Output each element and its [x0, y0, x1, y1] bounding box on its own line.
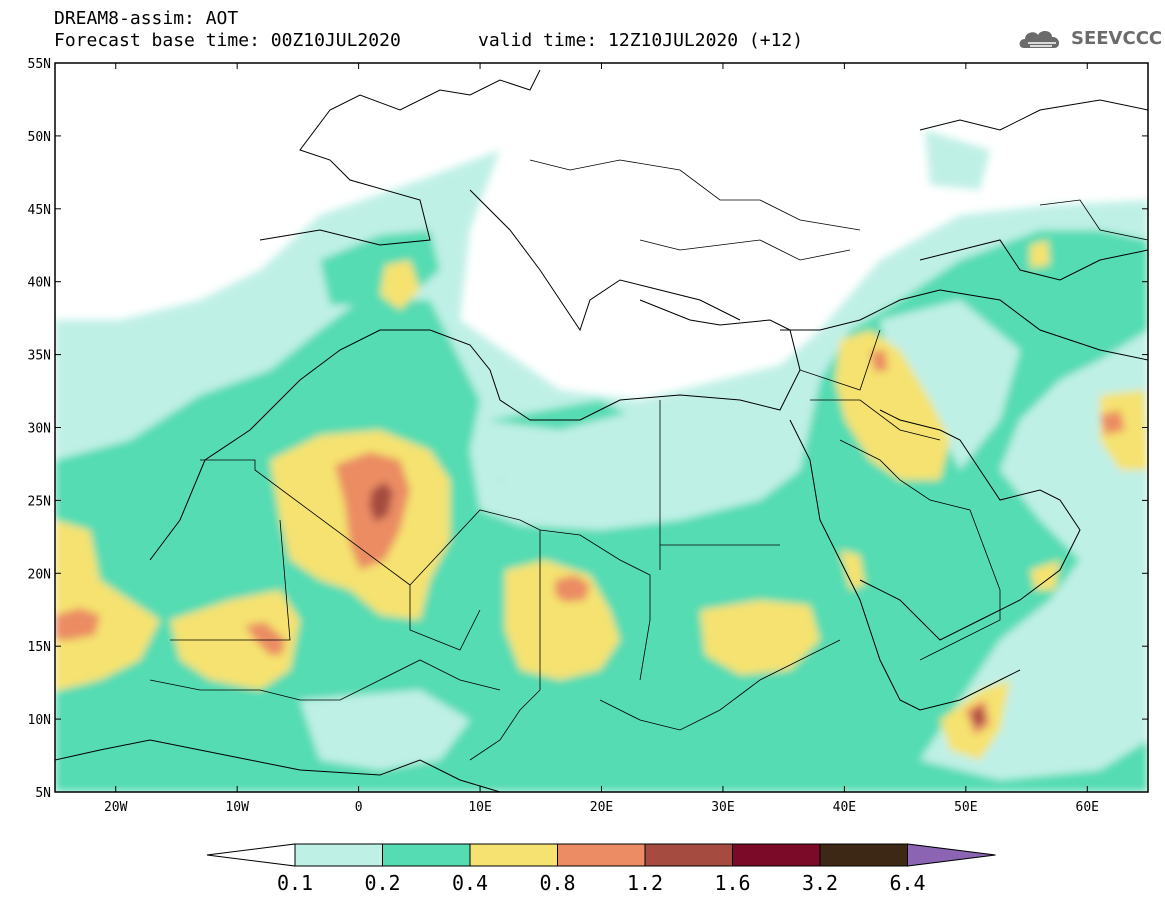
- logo-text: SEEVCCC: [1071, 28, 1163, 49]
- country-borders: [149, 159, 1148, 761]
- lat-label: 50N: [28, 130, 51, 145]
- colorbar-label: 0.4: [452, 871, 488, 895]
- chart-title: DREAM8-assim: AOT: [54, 8, 239, 29]
- seevccc-logo: SEEVCCC: [1016, 24, 1162, 54]
- colorbar-segment: [732, 843, 821, 867]
- lat-label: 20N: [28, 567, 51, 582]
- colorbar-label: 1.2: [627, 871, 663, 895]
- lat-label: 25N: [28, 494, 51, 509]
- lat-label: 55N: [28, 57, 51, 72]
- colorbar-segment: [294, 843, 383, 867]
- colorbar-label: 0.8: [539, 871, 575, 895]
- lat-label: 10N: [28, 713, 51, 728]
- lon-label: 60E: [1076, 800, 1099, 815]
- colorbar-segment: [557, 843, 646, 867]
- colorbar-label: 0.1: [277, 871, 313, 895]
- colorbar-label: 0.2: [364, 871, 400, 895]
- lon-label: 10E: [468, 800, 491, 815]
- lat-label: 5N: [35, 786, 51, 801]
- colorbar-over-triangle: [907, 843, 996, 867]
- lon-label: 10W: [225, 800, 249, 815]
- lat-label: 45N: [28, 203, 51, 218]
- lat-label: 40N: [28, 276, 51, 291]
- lat-label: 15N: [28, 640, 51, 655]
- colorbar-segment: [819, 843, 908, 867]
- lat-label: 30N: [28, 422, 51, 437]
- lon-label: 20W: [104, 800, 128, 815]
- lon-label: 0: [355, 800, 363, 815]
- colorbar-segment: [644, 843, 733, 867]
- colorbar-segment: [469, 843, 558, 867]
- valid-time: valid time: 12Z10JUL2020 (+12): [478, 30, 804, 51]
- colorbar-under-triangle: [206, 843, 296, 867]
- colorbar: 0.1 0.2 0.4 0.8 1.2 1.6 3.2 6.4: [206, 843, 996, 895]
- map-axes: 55N 50N 45N 40N 35N 30N 25N 20N 15N 10N 5N 20W 10W 0 1…: [28, 57, 1148, 815]
- colorbar-label: 6.4: [889, 871, 925, 895]
- forecast-base-time: Forecast base time: 00Z10JUL2020: [54, 30, 401, 51]
- lon-label: 40E: [833, 800, 856, 815]
- colorbar-segment: [382, 843, 471, 867]
- lat-label: 35N: [28, 349, 51, 364]
- cloud-icon: [1019, 31, 1060, 48]
- colorbar-label: 1.6: [714, 871, 750, 895]
- colorbar-label: 3.2: [802, 871, 838, 895]
- aot-field: [55, 130, 1148, 792]
- coastlines: [55, 69, 1148, 792]
- lon-label: 50E: [954, 800, 977, 815]
- lon-label: 20E: [590, 800, 613, 815]
- lon-label: 30E: [711, 800, 734, 815]
